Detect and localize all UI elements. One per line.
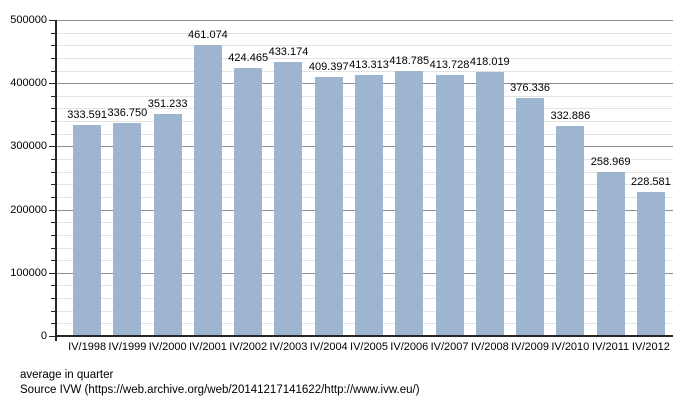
x-axis-label: IV/2000 bbox=[148, 341, 187, 353]
x-axis-label: IV/2003 bbox=[269, 341, 308, 353]
bar-value-label: 424.465 bbox=[228, 52, 269, 64]
x-axis-label: IV/2011 bbox=[592, 341, 630, 353]
plot-area: 333.591 336.750 351.233 461.074 424.465 433.1… bbox=[57, 20, 673, 336]
bar bbox=[435, 75, 464, 336]
y-axis-tick bbox=[51, 285, 55, 286]
y-axis-label: 400000 bbox=[10, 77, 47, 90]
y-axis-label: 200000 bbox=[10, 203, 47, 216]
y-axis-tick bbox=[51, 197, 55, 198]
bar bbox=[475, 72, 504, 336]
y-axis-tick bbox=[49, 83, 55, 84]
y-axis-tick bbox=[51, 172, 55, 173]
bar bbox=[113, 123, 142, 336]
bar-value-label: 336.750 bbox=[107, 107, 148, 119]
x-axis-label: IV/2010 bbox=[551, 341, 590, 353]
y-axis-label: 300000 bbox=[10, 140, 47, 153]
bar-value-label: 376.336 bbox=[510, 82, 550, 94]
y-axis-tick bbox=[51, 121, 55, 122]
y-axis-tick bbox=[51, 96, 55, 97]
y-axis-label: 500000 bbox=[10, 14, 47, 26]
bar-value-label: 228.581 bbox=[630, 176, 671, 188]
bars-layer: 333.591 336.750 351.233 461.074 424.465 433.1… bbox=[67, 20, 671, 336]
x-axis-line bbox=[55, 335, 673, 337]
y-axis-tick bbox=[51, 260, 55, 261]
y-axis-tick bbox=[51, 323, 55, 324]
y-axis-tick bbox=[51, 33, 55, 34]
x-axis-label: IV/2005 bbox=[350, 341, 388, 353]
bar-value-label: 333.591 bbox=[67, 109, 108, 121]
y-axis-tick bbox=[51, 311, 55, 312]
gridline-minor bbox=[57, 58, 673, 59]
bar-value-label: 418.019 bbox=[469, 56, 510, 68]
footer-source: Source IVW (https://web.archive.org/web/… bbox=[20, 384, 420, 396]
y-axis-tick bbox=[51, 222, 55, 223]
x-axis: IV/1998 IV/1999 IV/2000 IV/2001 IV/2002 IV/20… bbox=[67, 341, 671, 355]
y-axis-tick bbox=[51, 159, 55, 160]
x-axis-label: IV/2009 bbox=[511, 341, 550, 353]
x-axis-label: IV/2008 bbox=[470, 341, 509, 353]
y-axis-tick bbox=[51, 134, 55, 135]
y-axis-tick bbox=[51, 235, 55, 236]
chart-footer: average in quarter Source IVW (https://w… bbox=[20, 368, 420, 398]
gridline-minor bbox=[57, 33, 673, 34]
x-axis-label: IV/2012 bbox=[631, 341, 670, 353]
x-axis-label: IV/2006 bbox=[390, 341, 429, 353]
y-axis-label: 100000 bbox=[10, 266, 47, 279]
y-axis-tick bbox=[49, 273, 55, 274]
bar bbox=[193, 45, 222, 336]
x-axis-label: IV/2004 bbox=[309, 341, 348, 353]
y-axis-tick bbox=[49, 146, 55, 147]
y-axis-tick bbox=[51, 45, 55, 46]
y-axis-line bbox=[55, 20, 57, 341]
y-axis-label: 0 bbox=[40, 330, 47, 342]
x-axis-label: IV/1998 bbox=[68, 341, 107, 353]
bar-value-label: 413.728 bbox=[429, 59, 470, 71]
y-axis-tick bbox=[51, 58, 55, 59]
bar bbox=[636, 192, 665, 336]
bar-value-label: 258.969 bbox=[590, 156, 631, 168]
gridline-major bbox=[57, 20, 673, 21]
bar bbox=[516, 98, 545, 336]
bar-value-label: 433.174 bbox=[268, 46, 309, 58]
y-axis-tick bbox=[51, 184, 55, 185]
bar bbox=[596, 172, 625, 336]
y-axis-tick bbox=[49, 210, 55, 211]
footer-note: average in quarter bbox=[20, 369, 114, 381]
bar bbox=[234, 68, 263, 336]
y-axis-tick bbox=[49, 20, 55, 21]
bar-value-label: 409.397 bbox=[308, 61, 349, 73]
x-axis-label: IV/2007 bbox=[430, 341, 469, 353]
y-axis-tick bbox=[51, 108, 55, 109]
y-axis-tick bbox=[51, 248, 55, 249]
bar-value-label: 461.074 bbox=[188, 29, 228, 41]
bar-value-label: 332.886 bbox=[550, 110, 591, 122]
bar-value-label: 413.313 bbox=[349, 59, 389, 71]
bar bbox=[274, 62, 303, 336]
bar-value-label: 418.785 bbox=[389, 55, 430, 67]
bar bbox=[355, 75, 383, 336]
y-axis-tick bbox=[51, 71, 55, 72]
y-axis-tick bbox=[49, 336, 55, 337]
bar-value-label: 351.233 bbox=[147, 98, 188, 110]
bar bbox=[153, 114, 182, 336]
x-axis-label: IV/2002 bbox=[229, 341, 268, 353]
bar bbox=[556, 126, 585, 336]
gridline-minor bbox=[57, 45, 673, 46]
bar bbox=[314, 77, 343, 336]
y-axis-tick bbox=[51, 298, 55, 299]
x-axis-label: IV/2001 bbox=[188, 341, 227, 353]
x-axis-label: IV/1999 bbox=[108, 341, 147, 353]
gridline-minor bbox=[57, 71, 673, 72]
bar bbox=[73, 125, 102, 336]
bar bbox=[395, 71, 424, 336]
